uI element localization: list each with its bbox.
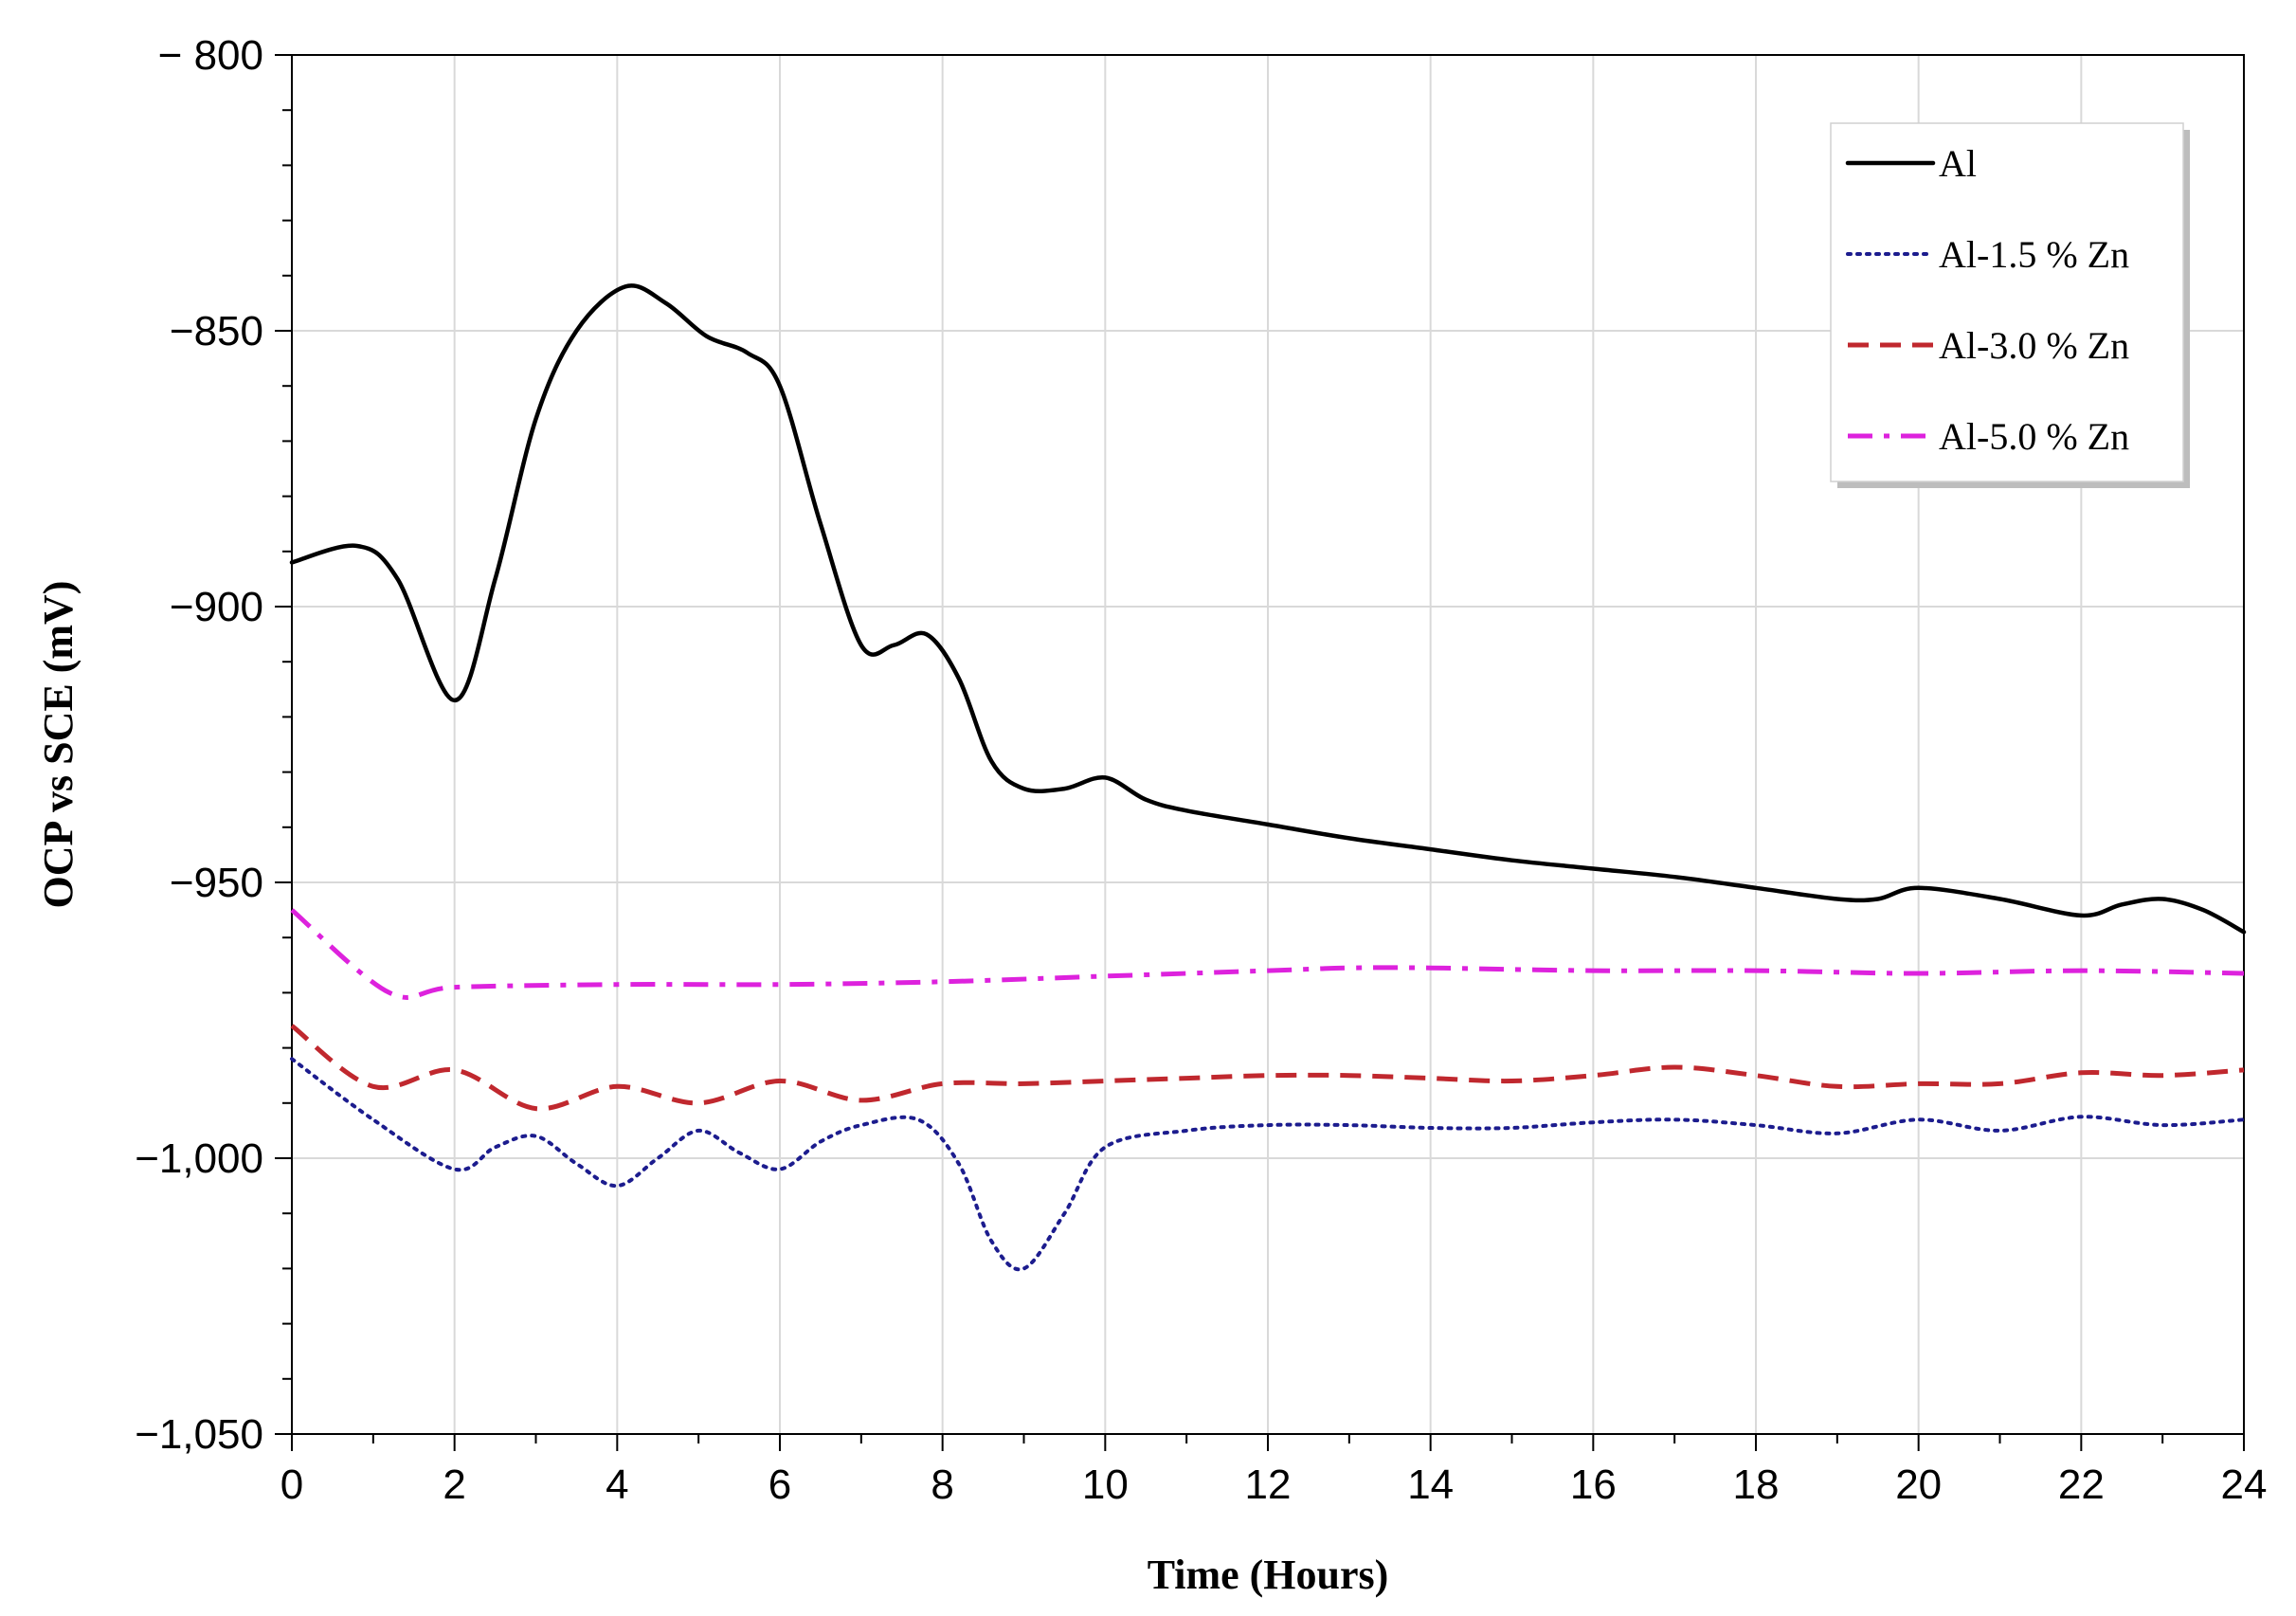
legend-label: Al-3.0 % Zn bbox=[1939, 324, 2129, 367]
series-line-al-3-0-zn bbox=[290, 1024, 2245, 1112]
x-tick-label: 2 bbox=[443, 1462, 465, 1508]
y-tick-label: −900 bbox=[170, 584, 263, 630]
x-axis-title: Time (Hours) bbox=[1148, 1552, 1389, 1598]
legend-label: Al bbox=[1939, 142, 1977, 185]
series-line-al-5-0-zn bbox=[290, 908, 2245, 1000]
x-tick-label: 22 bbox=[2058, 1462, 2105, 1508]
x-tick-label: 18 bbox=[1733, 1462, 1780, 1508]
y-tick-label: −1,000 bbox=[135, 1135, 263, 1182]
x-tick-label: 4 bbox=[606, 1462, 628, 1508]
y-tick-label: −950 bbox=[170, 860, 263, 906]
x-tick-label: 14 bbox=[1407, 1462, 1454, 1508]
y-tick-label: − 800 bbox=[158, 32, 263, 79]
x-tick-label: 6 bbox=[768, 1462, 791, 1508]
x-tick-label: 24 bbox=[2221, 1462, 2268, 1508]
y-axis-title: OCP vs SCE (mV) bbox=[35, 581, 81, 909]
x-tick-label: 8 bbox=[931, 1462, 953, 1508]
legend-label: Al-5.0 % Zn bbox=[1939, 415, 2129, 458]
series-line-al-1-5-zn bbox=[290, 1057, 2246, 1272]
series-line-al bbox=[289, 283, 2247, 935]
x-tick-label: 0 bbox=[280, 1462, 303, 1508]
data-series bbox=[289, 283, 2247, 1272]
y-axis-tick-labels: −1,050 −1,000 −950 −900 −850 − 800 bbox=[135, 32, 263, 1458]
axis-ticks bbox=[275, 54, 2245, 1451]
x-tick-label: 12 bbox=[1245, 1462, 1292, 1508]
y-tick-label: −850 bbox=[170, 308, 263, 354]
legend-label: Al-1.5 % Zn bbox=[1939, 233, 2129, 276]
y-tick-label: −1,050 bbox=[135, 1411, 263, 1458]
x-tick-label: 16 bbox=[1570, 1462, 1617, 1508]
x-tick-label: 10 bbox=[1082, 1462, 1129, 1508]
x-axis-tick-labels: 0 2 4 6 8 10 12 14 16 18 20 22 24 bbox=[280, 1462, 2268, 1508]
legend-box bbox=[1830, 122, 2184, 482]
x-tick-label: 20 bbox=[1895, 1462, 1942, 1508]
legend: Al Al-1.5 % Zn Al-3.0 % Zn Al-5.0 % Zn bbox=[1830, 122, 2190, 488]
